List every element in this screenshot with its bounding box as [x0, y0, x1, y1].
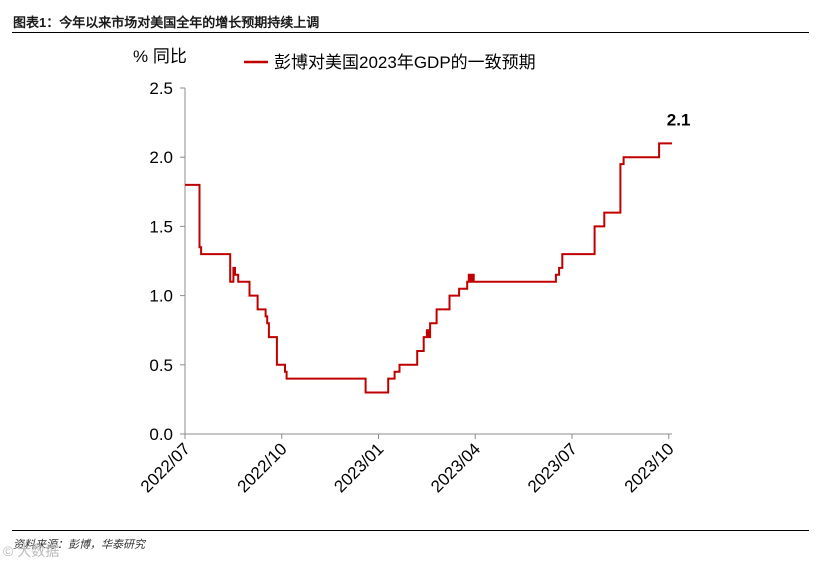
watermark: © 大数据	[3, 543, 60, 559]
y-axis: 0.0 0.5 1.0 1.5 2.0 2.5	[149, 79, 186, 444]
x-tick-label: 2023/07	[524, 439, 581, 496]
top-rule	[12, 32, 809, 33]
y-tick-label: 0.5	[149, 356, 173, 375]
legend: 彭博对美国2023年GDP的一致预期	[244, 53, 536, 72]
x-tick-label: 2023/01	[330, 439, 387, 496]
x-tick-label: 2022/07	[137, 439, 194, 496]
x-tick-label: 2023/10	[621, 439, 678, 496]
series-line	[185, 142, 672, 394]
bottom-rule	[12, 530, 809, 531]
x-tick-label: 2022/10	[234, 439, 291, 496]
y-tick-label: 1.5	[149, 217, 173, 236]
legend-label: 彭博对美国2023年GDP的一致预期	[274, 53, 536, 72]
y-tick-label: 2.5	[149, 79, 173, 98]
x-tick-label: 2023/04	[427, 439, 484, 496]
y-tick-label: 1.0	[149, 287, 173, 306]
x-axis: 2022/07 2022/10 2023/01 2023/04 2023/07 2023/…	[137, 433, 678, 496]
figure-title: 图表1：今年以来市场对美国全年的增长预期持续上调	[13, 15, 320, 30]
series-group	[185, 142, 672, 394]
y-axis-label: % 同比	[133, 47, 187, 66]
line-chart: 0.0 0.5 1.0 1.5 2.0 2.5 2022/07 2022/10 2023/01…	[133, 47, 691, 496]
y-tick-label: 0.0	[149, 425, 173, 444]
y-tick-label: 2.0	[149, 148, 173, 167]
source-note: 资料来源：彭博，华泰研究	[13, 538, 145, 551]
last-value-annotation: 2.1	[667, 110, 691, 129]
